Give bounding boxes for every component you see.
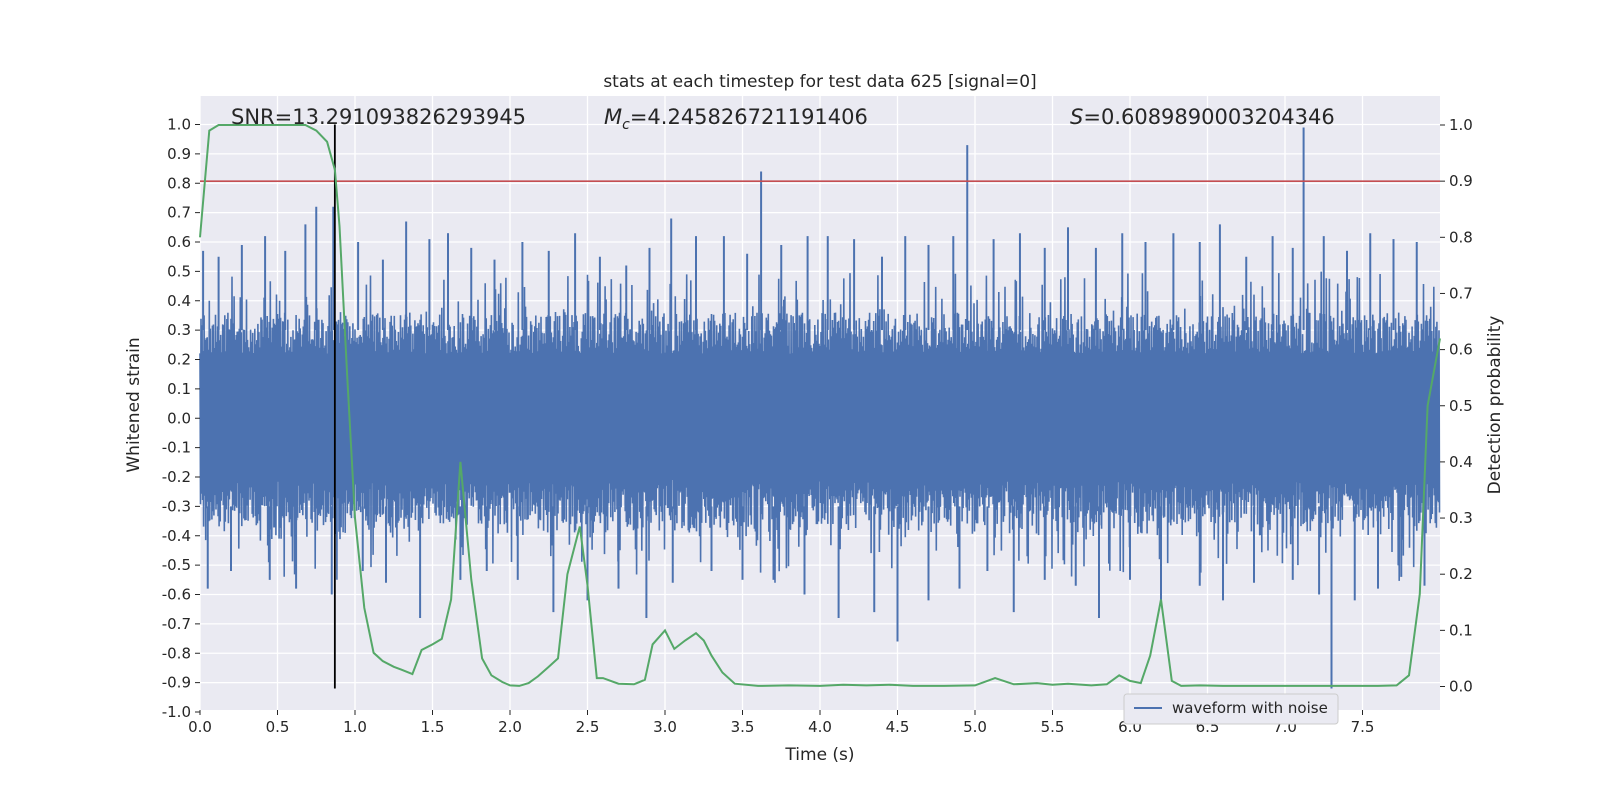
left-y-tick-label: -1.0 bbox=[162, 703, 191, 721]
x-tick-label: 4.0 bbox=[808, 718, 832, 736]
left-y-tick-label: -0.1 bbox=[162, 439, 191, 457]
x-tick-label: 0.0 bbox=[188, 718, 212, 736]
x-tick-label: 3.5 bbox=[731, 718, 755, 736]
left-y-tick-label: -0.5 bbox=[162, 556, 191, 574]
x-tick-label: 0.5 bbox=[266, 718, 290, 736]
right-y-tick-label: 1.0 bbox=[1449, 116, 1473, 134]
right-y-tick-label: 0.7 bbox=[1449, 284, 1473, 302]
left-y-tick-label: 0.9 bbox=[167, 145, 191, 163]
right-y-tick-label: 0.3 bbox=[1449, 509, 1473, 527]
right-y-tick-label: 0.4 bbox=[1449, 453, 1473, 471]
left-y-tick-label: 0.0 bbox=[167, 409, 191, 427]
left-y-tick-label: -0.7 bbox=[162, 615, 191, 633]
left-y-tick-label: 0.3 bbox=[167, 321, 191, 339]
overlay-lines bbox=[199, 124, 1441, 689]
legend: waveform with noise bbox=[1123, 693, 1339, 725]
score-annotation: S=0.6089890003204346 bbox=[1070, 105, 1335, 129]
left-y-tick-label: -0.9 bbox=[162, 674, 191, 692]
left-y-tick-label: 0.1 bbox=[167, 380, 191, 398]
right-y-tick-label: 0.9 bbox=[1449, 172, 1473, 190]
snr-annotation: SNR=13.291093826293945 bbox=[231, 105, 526, 129]
x-tick-label: 5.5 bbox=[1041, 718, 1065, 736]
legend-box bbox=[1123, 693, 1339, 725]
legend-label: waveform with noise bbox=[1172, 699, 1328, 717]
right-y-axis-label: Detection probability bbox=[1485, 316, 1505, 495]
probability-line bbox=[199, 124, 1441, 687]
right-y-tick-label: 0.6 bbox=[1449, 341, 1473, 359]
right-y-axis-ticks: 0.0 0.1 0.2 0.3 0.4 0.5 0.6 0.7 0.8 0.9 1.0 bbox=[1440, 116, 1473, 696]
left-y-tick-label: 0.7 bbox=[167, 204, 191, 222]
left-y-tick-label: 0.8 bbox=[167, 174, 191, 192]
x-tick-label: 2.5 bbox=[576, 718, 600, 736]
x-tick-label: 3.0 bbox=[653, 718, 677, 736]
chirp-mass-annotation: Mc=4.245826721191406 bbox=[604, 105, 868, 133]
x-axis-label: Time (s) bbox=[784, 745, 854, 765]
waveform-series bbox=[199, 127, 1441, 689]
chart-title: stats at each timestep for test data 625… bbox=[603, 72, 1036, 92]
right-y-tick-label: 0.2 bbox=[1449, 565, 1473, 583]
left-y-axis-label: Whitened strain bbox=[124, 337, 144, 472]
right-y-tick-label: 0.1 bbox=[1449, 621, 1473, 639]
left-y-tick-label: 0.6 bbox=[167, 233, 191, 251]
right-y-tick-label: 0.5 bbox=[1449, 397, 1473, 415]
x-tick-label: 4.5 bbox=[886, 718, 910, 736]
left-y-tick-label: 0.5 bbox=[167, 262, 191, 280]
left-y-tick-label: -0.3 bbox=[162, 497, 191, 515]
right-y-tick-label: 0.0 bbox=[1449, 678, 1473, 696]
left-y-axis-ticks: -1.0 -0.9 -0.8 -0.7 -0.6 -0.5 -0.4 -0.3 -0.2 -0.1… bbox=[162, 116, 200, 721]
left-y-tick-label: 1.0 bbox=[167, 116, 191, 134]
x-tick-label: 5.0 bbox=[963, 718, 987, 736]
left-y-tick-label: -0.2 bbox=[162, 468, 191, 486]
left-y-tick-label: -0.6 bbox=[162, 586, 191, 604]
waveform-trace bbox=[199, 271, 1441, 583]
left-y-tick-label: 0.2 bbox=[167, 351, 191, 369]
x-tick-label: 1.0 bbox=[343, 718, 367, 736]
left-y-tick-label: -0.4 bbox=[162, 527, 191, 545]
x-tick-label: 7.5 bbox=[1351, 718, 1375, 736]
x-tick-label: 1.5 bbox=[421, 718, 445, 736]
right-y-tick-label: 0.8 bbox=[1449, 228, 1473, 246]
x-tick-label: 2.0 bbox=[498, 718, 522, 736]
left-y-tick-label: -0.8 bbox=[162, 644, 191, 662]
left-y-tick-label: 0.4 bbox=[167, 292, 191, 310]
